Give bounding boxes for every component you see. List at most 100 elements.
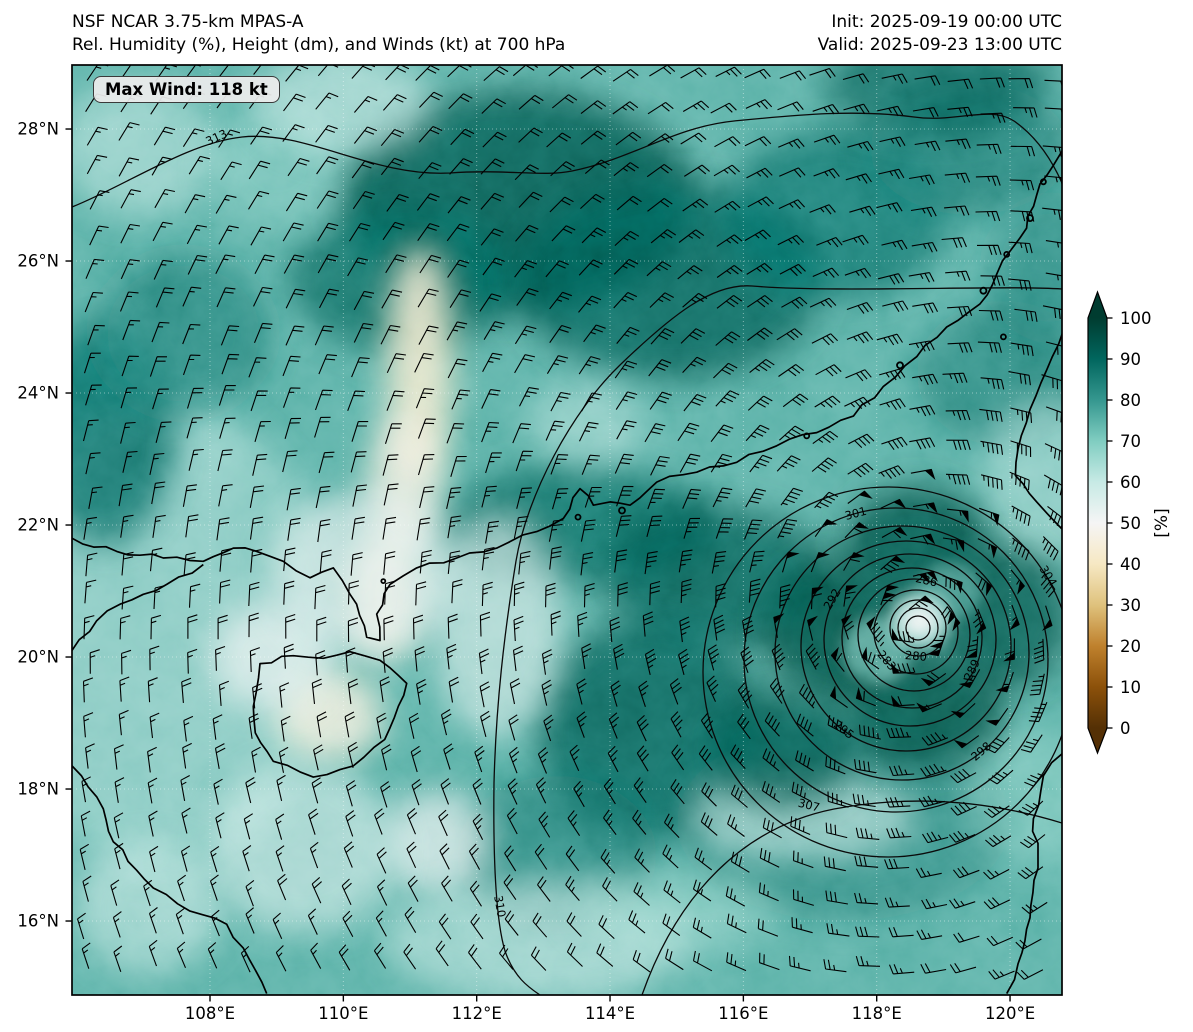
wind-barb [953, 932, 980, 943]
barb-staff [516, 288, 539, 306]
wind-barb [725, 886, 746, 907]
wind-barb [383, 551, 396, 575]
wind-barb [773, 613, 785, 638]
wind-barb [1008, 371, 1031, 386]
wind-barb [410, 745, 422, 773]
barb-staff [644, 551, 658, 575]
barb-staff [215, 254, 236, 274]
barb-staff [581, 227, 607, 244]
barb-staff [602, 877, 618, 902]
barb-staff [248, 713, 259, 739]
wind-barb [682, 100, 710, 112]
wind-barb [576, 711, 587, 738]
barb-staff [80, 810, 91, 837]
wind-barb [946, 508, 969, 523]
barb-staff [1010, 342, 1034, 357]
wind-barb [707, 644, 720, 671]
barb-staff [122, 319, 141, 341]
wind-barb [207, 942, 218, 969]
barb-staff [120, 421, 136, 444]
island [803, 432, 811, 440]
wind-barb [716, 234, 743, 247]
barb-staff [920, 763, 947, 777]
barb-staff [377, 879, 388, 906]
coastline-vietnam [72, 765, 268, 994]
wind-barb [677, 265, 703, 280]
barb-staff [243, 813, 253, 840]
wind-barbs-layer [76, 65, 1062, 980]
barb-staff [715, 390, 740, 407]
wind-barb [913, 502, 938, 514]
barb-staff [677, 422, 700, 442]
wind-barb [878, 168, 905, 180]
wind-barb [351, 357, 370, 378]
wind-barb [880, 555, 906, 573]
wind-barb [534, 843, 548, 870]
barb-staff [482, 352, 503, 373]
barb-staff [578, 356, 601, 375]
barb-staff [886, 827, 912, 839]
barb-staff [347, 678, 359, 705]
barb-staff [646, 261, 672, 277]
barb-staff [725, 886, 746, 907]
wind-barb [948, 830, 976, 843]
barb-staff [769, 677, 785, 704]
barb-staff [762, 748, 780, 772]
wind-barb [546, 355, 569, 374]
island [574, 513, 582, 521]
wind-barb [514, 260, 537, 278]
barb-staff [682, 198, 709, 212]
barb-staff [240, 945, 251, 973]
barb-staff [948, 830, 976, 843]
wind-barb [881, 239, 908, 251]
barb-staff [947, 305, 973, 317]
barb-staff [85, 258, 105, 279]
wind-barb [384, 580, 396, 605]
wind-barb [852, 793, 876, 808]
wind-barb [447, 196, 471, 214]
barb-staff [113, 744, 124, 770]
barb-staff [578, 295, 602, 313]
axes: 108°E 110°E 112°E 114°E 116°E 118°E 120°E16°N1… [17, 120, 1035, 1023]
wind-barb [216, 517, 230, 541]
barb-staff [219, 417, 236, 439]
barb-staff [245, 907, 255, 934]
barb-staff [248, 357, 267, 378]
wind-barb [565, 875, 580, 901]
wind-barb [842, 234, 869, 246]
wind-barb [215, 645, 226, 671]
wind-barb [979, 77, 1005, 88]
barb-staff [210, 909, 220, 937]
wind-barb [916, 702, 942, 713]
barb-staff [707, 644, 720, 671]
wind-barb [843, 103, 870, 115]
barb-staff [316, 190, 339, 209]
barb-staff [147, 677, 158, 703]
wind-barb [187, 614, 198, 639]
wind-barb [318, 451, 335, 474]
barb-staff [118, 483, 133, 507]
wind-barb [909, 405, 936, 417]
wind-barb [148, 907, 158, 934]
wind-barb [616, 420, 637, 440]
wind-barb [598, 915, 615, 940]
wind-barb [416, 679, 427, 705]
barb-staff [711, 551, 727, 574]
barb-staff [985, 834, 1012, 848]
wind-barb [844, 267, 872, 279]
island [1000, 333, 1007, 341]
barb-staff [406, 807, 418, 835]
barb-staff [250, 226, 272, 246]
wind-barb [941, 237, 967, 248]
wind-barb [881, 436, 908, 451]
barb-staff [1009, 471, 1030, 491]
wind-barb [416, 193, 440, 211]
wind-barb [82, 677, 94, 703]
barb-staff [187, 254, 208, 275]
barb-staff [342, 910, 354, 938]
x-axis-tick-label: 112°E [452, 1004, 502, 1023]
barb-staff [219, 548, 232, 572]
wind-barb [910, 468, 936, 480]
wind-barb [779, 167, 806, 178]
